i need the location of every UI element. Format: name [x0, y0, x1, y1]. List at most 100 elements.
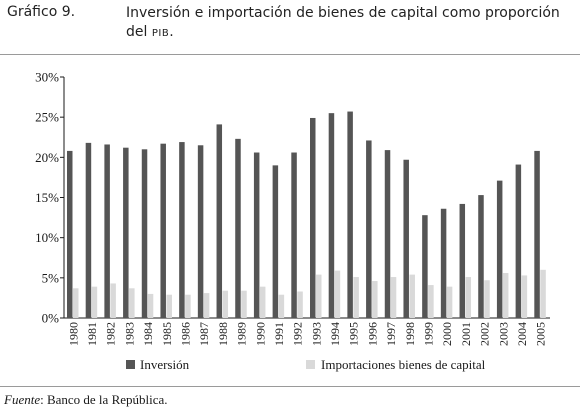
chart-title-main: Inversión e importación de bienes de cap…	[126, 5, 560, 40]
bar-importaciones	[259, 286, 266, 318]
x-tick-label: 2003	[496, 322, 510, 346]
x-tick-label: 1999	[422, 322, 436, 346]
chart-title-end: .	[169, 24, 174, 40]
bar-importaciones	[465, 277, 472, 318]
x-tick-label: 1981	[85, 322, 99, 346]
bar-importaciones	[316, 274, 322, 318]
x-tick-label: 1987	[197, 322, 211, 346]
bar-importaciones	[241, 290, 247, 318]
x-tick-label: 2002	[478, 322, 492, 346]
bar-importaciones	[428, 285, 434, 318]
top-rule	[0, 54, 580, 55]
chart-title: Inversión e importación de bienes de cap…	[126, 4, 576, 43]
bar-inversion	[141, 149, 148, 318]
bar-inversion	[67, 150, 73, 318]
bar-inversion	[216, 124, 223, 318]
x-tick-label: 1983	[122, 322, 136, 346]
bar-importaciones	[278, 294, 285, 318]
x-tick-label: 1982	[104, 322, 118, 346]
y-tick-label: 5%	[42, 270, 60, 285]
x-tick-label: 1996	[365, 322, 379, 346]
bar-importaciones	[446, 286, 453, 318]
x-tick-label: 1995	[347, 322, 361, 346]
bar-importaciones	[91, 286, 98, 318]
bar-importaciones	[484, 280, 490, 318]
x-tick-label: 1993	[309, 322, 323, 346]
x-tick-label: 1984	[141, 322, 155, 346]
bar-importaciones	[222, 290, 229, 318]
bar-importaciones	[110, 283, 116, 318]
bar-importaciones	[390, 277, 397, 318]
source-label: Fuente	[4, 392, 41, 407]
bar-inversion	[179, 142, 185, 318]
y-tick-label: 20%	[35, 150, 59, 165]
bar-inversion	[291, 152, 297, 318]
bar-inversion	[478, 195, 484, 318]
bar-inversion	[272, 165, 279, 318]
y-tick-label: 10%	[35, 230, 59, 245]
x-tick-label: 1992	[291, 322, 305, 346]
bar-inversion	[235, 138, 241, 318]
source-note: Fuente: Banco de la República.	[4, 392, 168, 408]
bar-inversion	[496, 180, 503, 318]
x-tick-label: 1989	[235, 322, 249, 346]
x-tick-label: 1986	[179, 322, 193, 346]
bar-importaciones	[372, 281, 378, 318]
bar-inversion	[347, 111, 353, 318]
x-tick-label: 2000	[440, 322, 454, 346]
legend-label-importaciones: Importaciones bienes de capital	[321, 357, 486, 372]
bar-inversion	[85, 142, 92, 318]
bar-inversion	[422, 215, 428, 318]
bar-inversion	[104, 144, 110, 318]
bar-importaciones	[147, 293, 154, 318]
bar-importaciones	[521, 275, 528, 318]
bar-importaciones	[540, 269, 546, 318]
x-tick-label: 1994	[328, 322, 342, 346]
bar-inversion	[534, 150, 540, 318]
bar-inversion	[403, 159, 409, 318]
bottom-rule	[0, 386, 580, 387]
bar-inversion	[253, 152, 260, 318]
y-tick-label: 15%	[35, 190, 59, 205]
x-tick-label: 1991	[272, 322, 286, 346]
bar-inversion	[123, 147, 129, 318]
x-tick-label: 1985	[160, 322, 174, 346]
bar-inversion	[459, 203, 466, 318]
bar-importaciones	[129, 288, 135, 318]
bar-importaciones	[334, 270, 341, 318]
legend-swatch-importaciones	[306, 360, 315, 369]
x-tick-label: 1997	[384, 322, 398, 346]
bar-importaciones	[502, 273, 509, 318]
x-tick-label: 2001	[459, 322, 473, 346]
bar-inversion	[197, 145, 204, 318]
x-tick-label: 2005	[534, 322, 548, 346]
bar-importaciones	[166, 294, 172, 318]
bar-inversion	[310, 117, 316, 318]
bar-importaciones	[185, 294, 191, 318]
y-tick-label: 0%	[42, 311, 60, 326]
bar-importaciones	[409, 274, 415, 318]
x-tick-label: 1988	[216, 322, 230, 346]
bar-inversion	[366, 140, 372, 318]
bar-importaciones	[353, 277, 359, 318]
legend-label-inversion: Inversión	[140, 357, 190, 372]
figure-number: Gráfico 9.	[7, 4, 76, 20]
bar-chart: 0% 5% 10% 15% 20% 25% 30% 1980 1981 1982 1983 1984 1…	[35, 70, 550, 372]
x-tick-label: 1980	[66, 322, 80, 346]
x-tick-label: 1998	[403, 322, 417, 346]
bar-inversion	[160, 143, 166, 318]
bar-importaciones	[297, 291, 303, 318]
bar-inversion	[328, 113, 335, 319]
x-tick-label: 1990	[253, 322, 267, 346]
bar-inversion	[515, 164, 522, 318]
bar-importaciones	[203, 293, 210, 318]
chart-title-abbr: PIB	[151, 28, 170, 39]
bar-importaciones	[73, 288, 79, 318]
x-tick-label: 2004	[515, 322, 529, 346]
legend-swatch-inversion	[126, 360, 135, 369]
bar-inversion	[440, 208, 447, 318]
y-tick-label: 25%	[35, 110, 59, 125]
y-tick-label: 30%	[35, 70, 59, 85]
source-text: : Banco de la República.	[40, 392, 168, 407]
bar-inversion	[384, 150, 391, 318]
